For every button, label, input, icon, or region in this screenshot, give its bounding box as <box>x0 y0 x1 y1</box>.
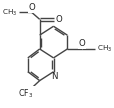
Text: CF$_3$: CF$_3$ <box>18 87 33 100</box>
Text: O: O <box>56 15 62 24</box>
Text: O: O <box>78 40 85 48</box>
Text: N: N <box>50 72 57 81</box>
Text: CH$_3$: CH$_3$ <box>2 7 17 17</box>
Text: O: O <box>28 3 35 12</box>
Text: CH$_3$: CH$_3$ <box>96 44 111 54</box>
